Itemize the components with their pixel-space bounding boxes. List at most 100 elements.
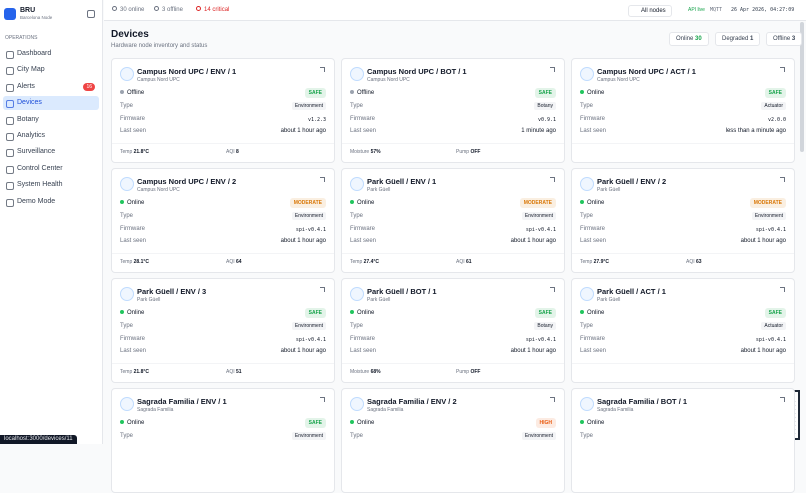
device-card[interactable]: Campus Nord UPC / ENV / 2 Campus Nord UPC… — [111, 168, 335, 273]
field-value: Environment — [521, 432, 556, 440]
device-card[interactable]: Park Güell / ENV / 2 Park Güell Online MODE… — [571, 168, 795, 273]
page-subtitle: Hardware node inventory and status — [111, 43, 208, 49]
nav-item[interactable]: System Health — [3, 178, 99, 192]
field-value: spi-v0.4.1 — [295, 226, 326, 233]
nav-item[interactable]: Demo Mode — [3, 195, 99, 209]
metric-value: OFF — [470, 149, 481, 155]
status: Online — [580, 90, 604, 96]
filter-button[interactable]: Offline 3 — [766, 32, 803, 46]
device-card[interactable]: Park Güell / ACT / 1 Park Güell Online SAFE… — [571, 278, 795, 383]
field-value: about 1 hour ago — [740, 348, 786, 354]
status-dot — [120, 200, 124, 204]
field-value: spi-v0.4.1 — [755, 336, 786, 343]
status-text: Offline — [357, 90, 375, 96]
nav-label: Control Center — [17, 164, 63, 172]
metric-value: 27.4°C — [363, 259, 379, 265]
nav-label: Analytics — [17, 132, 46, 139]
field-label: Firmware — [120, 115, 145, 122]
stat-value: 30 — [120, 7, 127, 13]
filter[interactable]: All nodes — [628, 5, 672, 17]
field-label: Firmware — [580, 225, 605, 232]
divider — [572, 143, 794, 144]
metric-label: Moisture — [350, 369, 370, 375]
device-icon — [120, 67, 134, 81]
sidebar: BRU Barcelona Node OPERATIONS Dashboard C… — [0, 0, 103, 444]
open-arrow — [780, 67, 785, 72]
metric-label: AQI — [226, 149, 235, 155]
nav-item[interactable]: Surveillance — [3, 145, 99, 159]
device-location: Sagrada Familia — [597, 407, 634, 413]
status-dot — [350, 90, 354, 94]
collapse-button[interactable] — [87, 10, 95, 18]
device-title: Campus Nord UPC / BOT / 1 — [367, 67, 467, 76]
status-text: Offline — [127, 90, 145, 96]
status-dot — [120, 90, 124, 94]
field-value: Environment — [291, 212, 326, 220]
nav-item[interactable]: Dashboard — [3, 47, 99, 61]
field-value: Actuator — [761, 102, 786, 110]
risk-badge: SAFE — [304, 418, 326, 428]
status-bar: localhost:3000/devices/11 — [0, 435, 77, 444]
section-label: OPERATIONS — [5, 35, 38, 41]
field-value: Botany — [534, 102, 556, 110]
metric: AQI 61 — [456, 259, 472, 265]
divider — [572, 253, 794, 254]
nav-item[interactable]: Analytics — [3, 129, 99, 143]
nav-item[interactable]: Botany — [3, 113, 99, 127]
metric-label: AQI — [686, 259, 695, 265]
device-card[interactable]: Park Güell / ENV / 3 Park Güell Online SAFE… — [111, 278, 335, 383]
metric: Temp 21.8°C — [120, 149, 149, 155]
metric-value: 21.8°C — [133, 369, 149, 375]
filter-button[interactable]: Online 30 — [669, 32, 709, 46]
stat-value: 3 — [162, 7, 166, 13]
status: Online — [350, 420, 374, 426]
metric: Temp 28.1°C — [120, 259, 149, 265]
device-location: Sagrada Familia — [367, 407, 404, 413]
device-card[interactable]: Campus Nord UPC / ENV / 1 Campus Nord UPC… — [111, 58, 335, 163]
metric-value: 27.9°C — [593, 259, 609, 265]
field-value: Environment — [291, 102, 326, 110]
divider — [112, 143, 334, 144]
scrollbar[interactable] — [800, 22, 804, 152]
stat: 30 online — [112, 6, 144, 13]
open-arrow — [320, 177, 325, 182]
field-value: Environment — [291, 432, 326, 440]
device-card[interactable]: Sagrada Familia / ENV / 1 Sagrada Familia… — [111, 388, 335, 493]
metric-label: Pump — [456, 149, 470, 155]
device-icon — [350, 287, 364, 301]
button-label: Offline — [773, 36, 791, 42]
device-card[interactable]: Campus Nord UPC / BOT / 1 Campus Nord UPC… — [341, 58, 565, 163]
metric: Pump OFF — [456, 369, 480, 375]
device-card[interactable]: Sagrada Familia / BOT / 1 Sagrada Familia… — [571, 388, 795, 493]
stat-icon — [154, 6, 159, 11]
device-card[interactable]: Campus Nord UPC / ACT / 1 Campus Nord UPC… — [571, 58, 795, 163]
device-card[interactable]: Park Güell / BOT / 1 Park Güell Online SAFE… — [341, 278, 565, 383]
nav-item[interactable]: Devices — [3, 96, 99, 111]
metric-value: 63 — [696, 259, 702, 265]
open-arrow — [780, 397, 785, 402]
field-value: less than a minute ago — [725, 128, 786, 134]
field-label: Type — [350, 103, 364, 109]
field-value: about 1 hour ago — [280, 238, 326, 244]
status-text: Online — [587, 90, 605, 96]
open-arrow — [550, 287, 555, 292]
status-dot — [580, 90, 584, 94]
stat-icon — [112, 6, 117, 11]
status: Online — [350, 200, 374, 206]
device-card[interactable]: Sagrada Familia / ENV / 2 Sagrada Familia… — [341, 388, 565, 493]
nav-item[interactable]: Control Center — [3, 162, 99, 176]
nav-item[interactable]: Alerts 16 — [3, 80, 99, 94]
device-icon — [580, 397, 594, 411]
open-arrow — [550, 177, 555, 182]
metric-value: 51 — [236, 369, 242, 375]
status: Online — [120, 310, 144, 316]
filter-button[interactable]: Degraded 1 — [715, 32, 761, 46]
risk-badge: HIGH — [535, 418, 556, 428]
metric-value: OFF — [470, 369, 481, 375]
nav-item[interactable]: City Map — [3, 63, 99, 77]
metric-label: Moisture — [350, 149, 370, 155]
nav-badge: 16 — [83, 82, 95, 91]
device-card[interactable]: Park Güell / ENV / 1 Park Güell Online MODE… — [341, 168, 565, 273]
stat-label: online — [128, 7, 145, 13]
status-dot — [580, 420, 584, 424]
